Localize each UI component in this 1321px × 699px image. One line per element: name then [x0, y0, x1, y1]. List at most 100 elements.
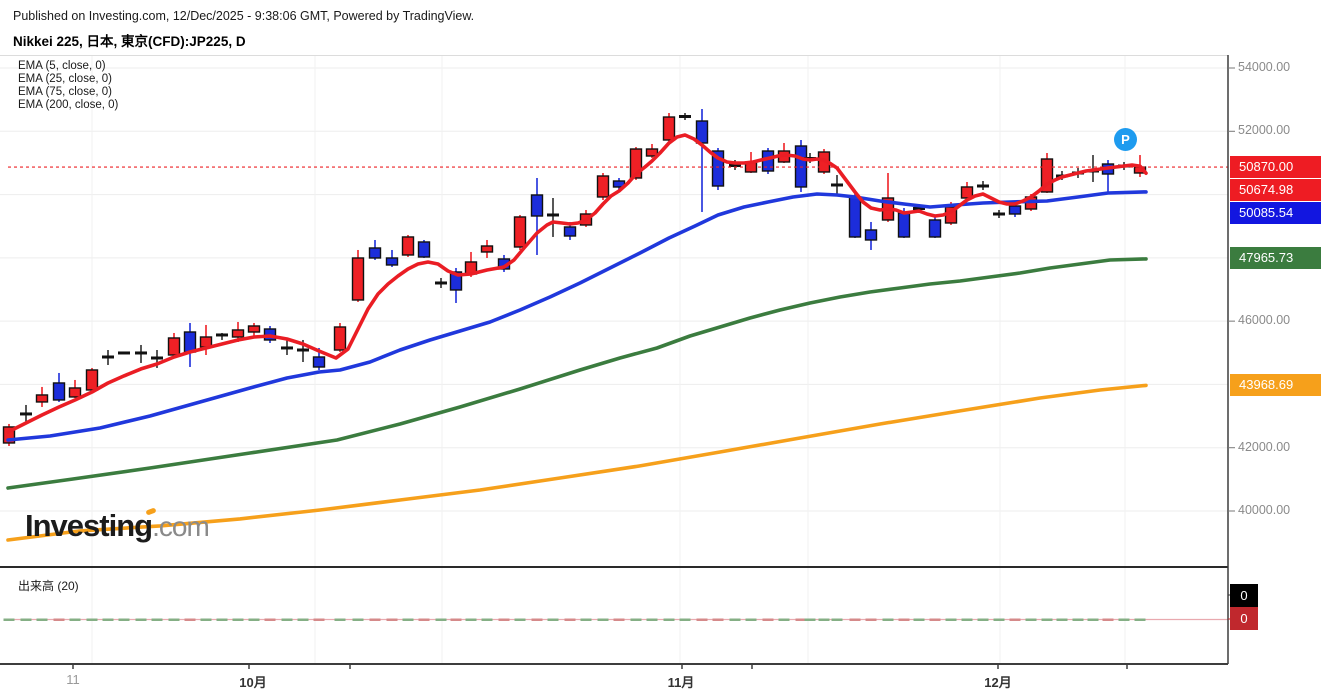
- price-tag-ema75-value: 47965.73: [1230, 247, 1321, 269]
- candle-body-down: [368, 247, 382, 259]
- ema-line-ema75: [6, 257, 1148, 490]
- volume-bar: [929, 618, 941, 621]
- time-axis-label: 12月: [984, 675, 1012, 690]
- candle-body-up: [662, 116, 676, 141]
- volume-bar: [531, 618, 543, 621]
- candle-body-down: [183, 331, 197, 353]
- time-axis-label: 11月: [667, 675, 695, 690]
- volume-bar: [1087, 618, 1099, 621]
- volume-bar: [3, 618, 15, 621]
- volume-bar: [313, 618, 325, 621]
- candle-body-down: [711, 150, 725, 187]
- doji-bar: [977, 184, 989, 188]
- candle-body-up: [167, 337, 181, 356]
- candle-body-down: [848, 196, 862, 238]
- volume-bar: [386, 618, 398, 621]
- price-tick-label: 40000.00: [1238, 503, 1291, 517]
- volume-bar: [1134, 618, 1146, 621]
- volume-bar: [334, 618, 346, 621]
- ema-line-ema25: [6, 190, 1148, 442]
- doji-bar: [297, 348, 309, 352]
- volume-bar: [1102, 618, 1114, 621]
- volume-bar: [663, 618, 675, 621]
- doji-bar: [118, 351, 130, 355]
- volume-bar: [849, 618, 861, 621]
- volume-bar: [778, 618, 790, 621]
- volume-bar: [216, 618, 228, 621]
- candle-body-up: [1040, 158, 1054, 193]
- volume-bar: [264, 618, 276, 621]
- candle-body-up: [35, 394, 49, 403]
- volume-bar: [86, 618, 98, 621]
- doji-bar: [679, 115, 691, 119]
- candle-body-up: [645, 148, 659, 157]
- volume-bar: [712, 618, 724, 621]
- volume-bar: [564, 618, 576, 621]
- candle-body-down: [563, 226, 577, 237]
- volume-bar: [402, 618, 414, 621]
- volume-bar: [804, 618, 816, 621]
- published-attribution-text: Published on Investing.com, 12/Dec/2025 …: [13, 9, 475, 23]
- volume-bar: [200, 618, 212, 621]
- doji-bar: [831, 183, 843, 187]
- volume-bar: [1025, 618, 1037, 621]
- volume-bar: [1118, 618, 1130, 621]
- volume-bar: [69, 618, 81, 621]
- volume-bar: [465, 618, 477, 621]
- volume-bar: [865, 618, 877, 621]
- ema-line-ema200: [6, 383, 1148, 542]
- candle-body-up: [247, 325, 261, 333]
- doji-bar: [135, 351, 147, 355]
- volume-bar: [745, 618, 757, 621]
- price-tag-ema200-value: 43968.69: [1230, 374, 1321, 396]
- candle-body-up: [68, 387, 82, 398]
- investing-com-watermark: Investing.com: [25, 508, 210, 544]
- candle-body-up: [596, 175, 610, 198]
- legend-item-ema75: EMA (75, close, 0): [18, 86, 112, 98]
- candle-body-up: [231, 329, 245, 338]
- volume-bar: [729, 618, 741, 621]
- volume-bar: [795, 618, 807, 621]
- volume-bar: [118, 618, 130, 621]
- candle-body-down: [449, 271, 463, 291]
- doji-bar: [151, 356, 163, 360]
- volume-bar: [435, 618, 447, 621]
- volume-bar: [882, 618, 894, 621]
- doji-bar: [729, 163, 741, 167]
- volume-bar: [1041, 618, 1053, 621]
- indicator-legend: EMA (5, close, 0) EMA (25, close, 0) EMA…: [18, 60, 118, 112]
- volume-bar: [297, 618, 309, 621]
- doji-bar: [913, 206, 925, 210]
- candle-body-down: [695, 120, 709, 144]
- volume-bar: [135, 618, 147, 621]
- candle-body-down: [52, 382, 66, 401]
- candle-body-down: [385, 257, 399, 266]
- volume-bar: [1072, 618, 1084, 621]
- doji-bar: [435, 281, 447, 285]
- legend-item-ema5: EMA (5, close, 0): [18, 60, 106, 72]
- candle-body-up: [480, 245, 494, 253]
- symbol-title: Nikkei 225, 日本, 東京(CFD):JP225, D: [13, 34, 246, 49]
- volume-bar: [450, 618, 462, 621]
- volume-bar: [547, 618, 559, 621]
- candle-body-down: [1008, 205, 1022, 215]
- volume-bar: [1009, 618, 1021, 621]
- volume-bar: [613, 618, 625, 621]
- candle-body-down: [530, 194, 544, 217]
- volume-bar: [481, 618, 493, 621]
- legend-item-ema25: EMA (25, close, 0): [18, 73, 112, 85]
- candle-body-up: [333, 326, 347, 351]
- volume-bar: [961, 618, 973, 621]
- price-tick-label: 46000.00: [1238, 313, 1291, 328]
- volume-bar: [514, 618, 526, 621]
- volume-bar: [369, 618, 381, 621]
- publication-marker-icon[interactable]: P: [1114, 128, 1137, 151]
- volume-bar: [168, 618, 180, 621]
- volume-bar: [151, 618, 163, 621]
- candle-body-down: [312, 356, 326, 368]
- doji-bar: [102, 355, 114, 359]
- candle-body-up: [629, 148, 643, 179]
- volume-bar: [352, 618, 364, 621]
